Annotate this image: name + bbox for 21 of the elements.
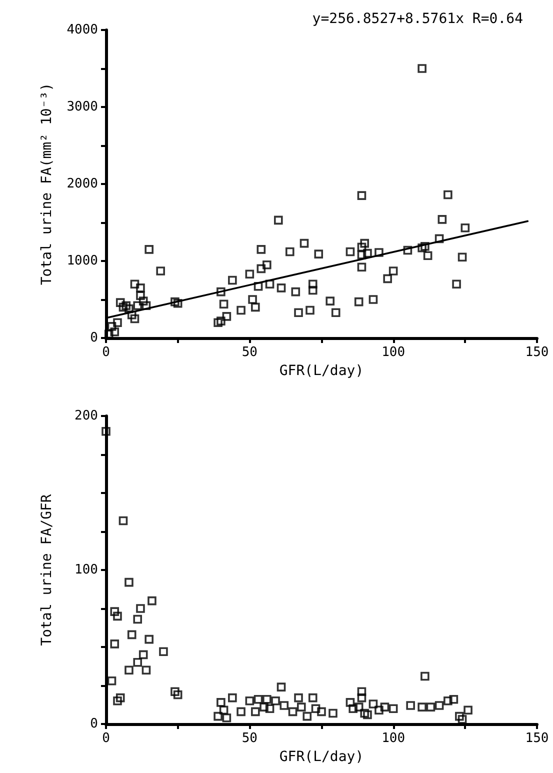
- x-tick-label: 50: [242, 345, 258, 360]
- y-tick-label: 4000: [66, 22, 98, 38]
- y-tick-label: 200: [74, 408, 98, 424]
- text: y=256.8527+8.5761x R=0.64: [312, 11, 523, 27]
- x-tick-label: 100: [382, 345, 406, 360]
- x-tick-label: 0: [102, 345, 110, 360]
- x-tick-label: 150: [525, 731, 549, 746]
- y-tick-label: 3000: [66, 100, 98, 114]
- x-tick-label: 150: [525, 345, 549, 360]
- x-tick-label: 100: [382, 731, 406, 746]
- x-axis-title: GFR(L/day): [279, 362, 364, 379]
- y-axis-title: Total urine FA/GFR: [39, 494, 55, 646]
- y-tick-label: 0: [90, 716, 98, 732]
- x-tick-label: 0: [102, 731, 110, 746]
- y-axis-title: Total urine FA(mm² 10⁻³): [39, 82, 55, 286]
- y-tick-label: 2000: [66, 176, 98, 192]
- y-tick-label: 100: [74, 562, 98, 578]
- x-axis-title: GFR(L/day): [279, 748, 364, 765]
- x-tick-label: 50: [242, 731, 258, 746]
- y-tick-label: 1000: [66, 254, 98, 268]
- y-tick-label: 0: [90, 330, 98, 346]
